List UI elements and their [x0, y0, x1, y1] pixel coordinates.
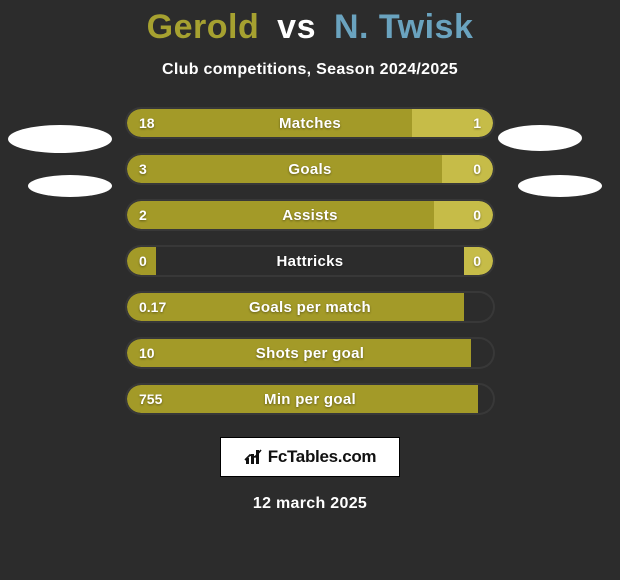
stat-row: 30Goals	[125, 153, 495, 185]
vs-separator: vs	[277, 8, 316, 46]
decorative-oval	[518, 175, 602, 197]
logo-text: FcTables.com	[268, 447, 377, 467]
stat-label: Hattricks	[127, 247, 493, 275]
stat-row: 20Assists	[125, 199, 495, 231]
stat-rows: 181Matches 30Goals 20Assists 00Hattricks 0.1…	[125, 107, 495, 415]
player1-name: Gerold	[147, 8, 260, 46]
stat-label: Assists	[127, 201, 493, 229]
subtitle: Club competitions, Season 2024/2025	[0, 61, 620, 79]
stat-row: 00Hattricks	[125, 245, 495, 277]
stats-container: 181Matches 30Goals 20Assists 00Hattricks 0.1…	[0, 107, 620, 415]
date: 12 march 2025	[0, 495, 620, 513]
stat-row: 0.17Goals per match	[125, 291, 495, 323]
decorative-oval	[498, 125, 582, 151]
stat-row: 755Min per goal	[125, 383, 495, 415]
player2-name: N. Twisk	[334, 8, 473, 46]
logo-box: FcTables.com	[220, 437, 400, 477]
decorative-oval	[8, 125, 112, 153]
stat-label: Goals	[127, 155, 493, 183]
decorative-oval	[28, 175, 112, 197]
stat-label: Min per goal	[127, 385, 493, 413]
comparison-title: Gerold vs N. Twisk	[0, 0, 620, 47]
stat-label: Shots per goal	[127, 339, 493, 367]
stat-row: 10Shots per goal	[125, 337, 495, 369]
stat-row: 181Matches	[125, 107, 495, 139]
stat-label: Goals per match	[127, 293, 493, 321]
chart-icon	[244, 448, 264, 466]
stat-label: Matches	[127, 109, 493, 137]
